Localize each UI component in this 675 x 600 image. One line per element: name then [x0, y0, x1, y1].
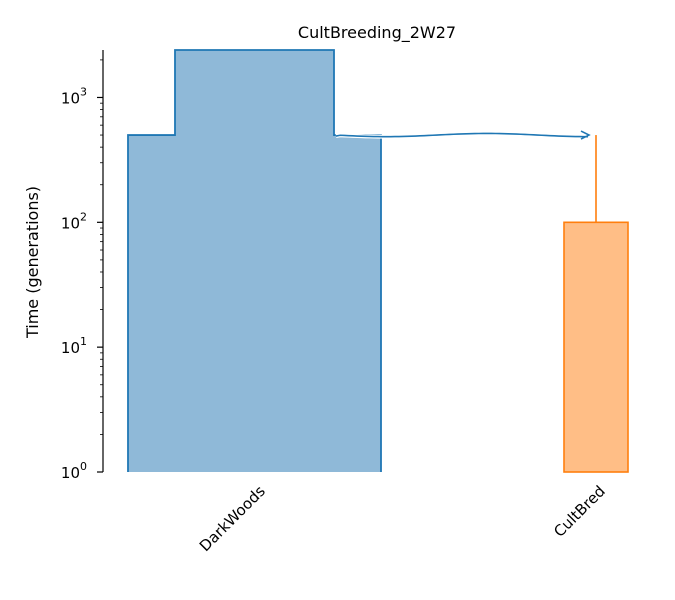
y-tick-label: 101 — [61, 335, 87, 357]
y-tick-label: 103 — [61, 85, 87, 107]
deme-cultbred — [563, 221, 629, 473]
x-tick-labels: DarkWoods CultBred — [196, 482, 609, 555]
y-axis: 100 101 102 103 — [61, 50, 104, 482]
y-tick-label: 100 — [61, 460, 87, 482]
y-axis-label: Time (generations) — [23, 186, 42, 339]
migration-arrowhead — [580, 130, 591, 140]
deme-darkwoods — [128, 50, 381, 472]
x-tick-label: CultBred — [550, 482, 609, 541]
y-tick-label: 102 — [61, 210, 87, 232]
migration-arrow — [335, 132, 589, 138]
demes-layer — [127, 49, 629, 473]
x-tick-label: DarkWoods — [196, 482, 269, 555]
chart-title: CultBreeding_2W27 — [298, 23, 456, 43]
